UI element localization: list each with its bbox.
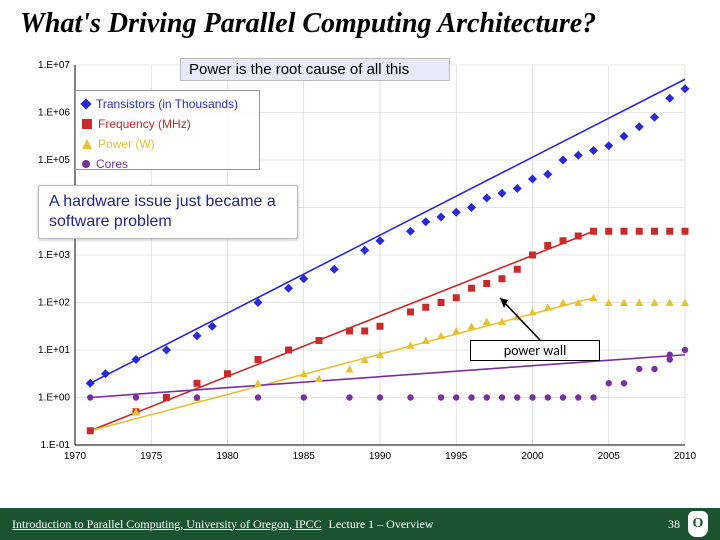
svg-text:1.E+01: 1.E+01: [38, 345, 70, 356]
svg-text:1.E+07: 1.E+07: [38, 60, 70, 71]
legend: Transistors (in Thousands) Frequency (MHz…: [75, 90, 260, 170]
svg-text:1995: 1995: [445, 451, 468, 462]
legend-label: Cores: [96, 157, 128, 171]
uo-logo-icon: O: [688, 511, 708, 537]
svg-text:1.E+00: 1.E+00: [38, 393, 70, 404]
footer: Introduction to Parallel Computing, Univ…: [0, 508, 720, 540]
legend-label: Transistors (in Thousands): [96, 97, 238, 111]
legend-marker-icon: [82, 139, 92, 149]
svg-text:1985: 1985: [293, 451, 316, 462]
svg-text:1980: 1980: [216, 451, 239, 462]
slide: What's Driving Parallel Computing Archit…: [0, 0, 720, 540]
chart-title-box: Power is the root cause of all this: [180, 58, 450, 81]
svg-text:1970: 1970: [64, 451, 87, 462]
legend-item: Cores: [82, 155, 253, 173]
page-number: 38: [668, 517, 680, 532]
chart-title: Power is the root cause of all this: [189, 61, 409, 78]
callout-text: A hardware issue just became a software …: [49, 193, 276, 230]
legend-label: Power (W): [98, 137, 155, 151]
legend-item: Power (W): [82, 135, 253, 153]
svg-text:2005: 2005: [598, 451, 621, 462]
svg-text:1.E+02: 1.E+02: [38, 298, 70, 309]
legend-marker-icon: [82, 160, 90, 168]
svg-text:2000: 2000: [521, 451, 544, 462]
svg-text:1975: 1975: [140, 451, 163, 462]
svg-text:2010: 2010: [674, 451, 697, 462]
power-wall-label: power wall: [470, 340, 600, 361]
slide-title: What's Driving Parallel Computing Archit…: [20, 8, 700, 40]
legend-marker-icon: [82, 119, 92, 129]
svg-text:1.E-01: 1.E-01: [41, 440, 71, 451]
legend-label: Frequency (MHz): [98, 117, 191, 131]
legend-marker-icon: [80, 98, 91, 109]
svg-text:1.E+06: 1.E+06: [38, 108, 70, 119]
svg-text:1.E+03: 1.E+03: [38, 250, 70, 261]
legend-item: Frequency (MHz): [82, 115, 253, 133]
footer-center: Lecture 1 – Overview: [329, 517, 434, 532]
footer-left: Introduction to Parallel Computing, Univ…: [12, 517, 322, 532]
legend-item: Transistors (in Thousands): [82, 95, 253, 113]
svg-text:1990: 1990: [369, 451, 392, 462]
footer-right: 38 O: [668, 511, 708, 537]
svg-text:1.E+05: 1.E+05: [38, 155, 70, 166]
callout-box: A hardware issue just became a software …: [38, 185, 298, 239]
